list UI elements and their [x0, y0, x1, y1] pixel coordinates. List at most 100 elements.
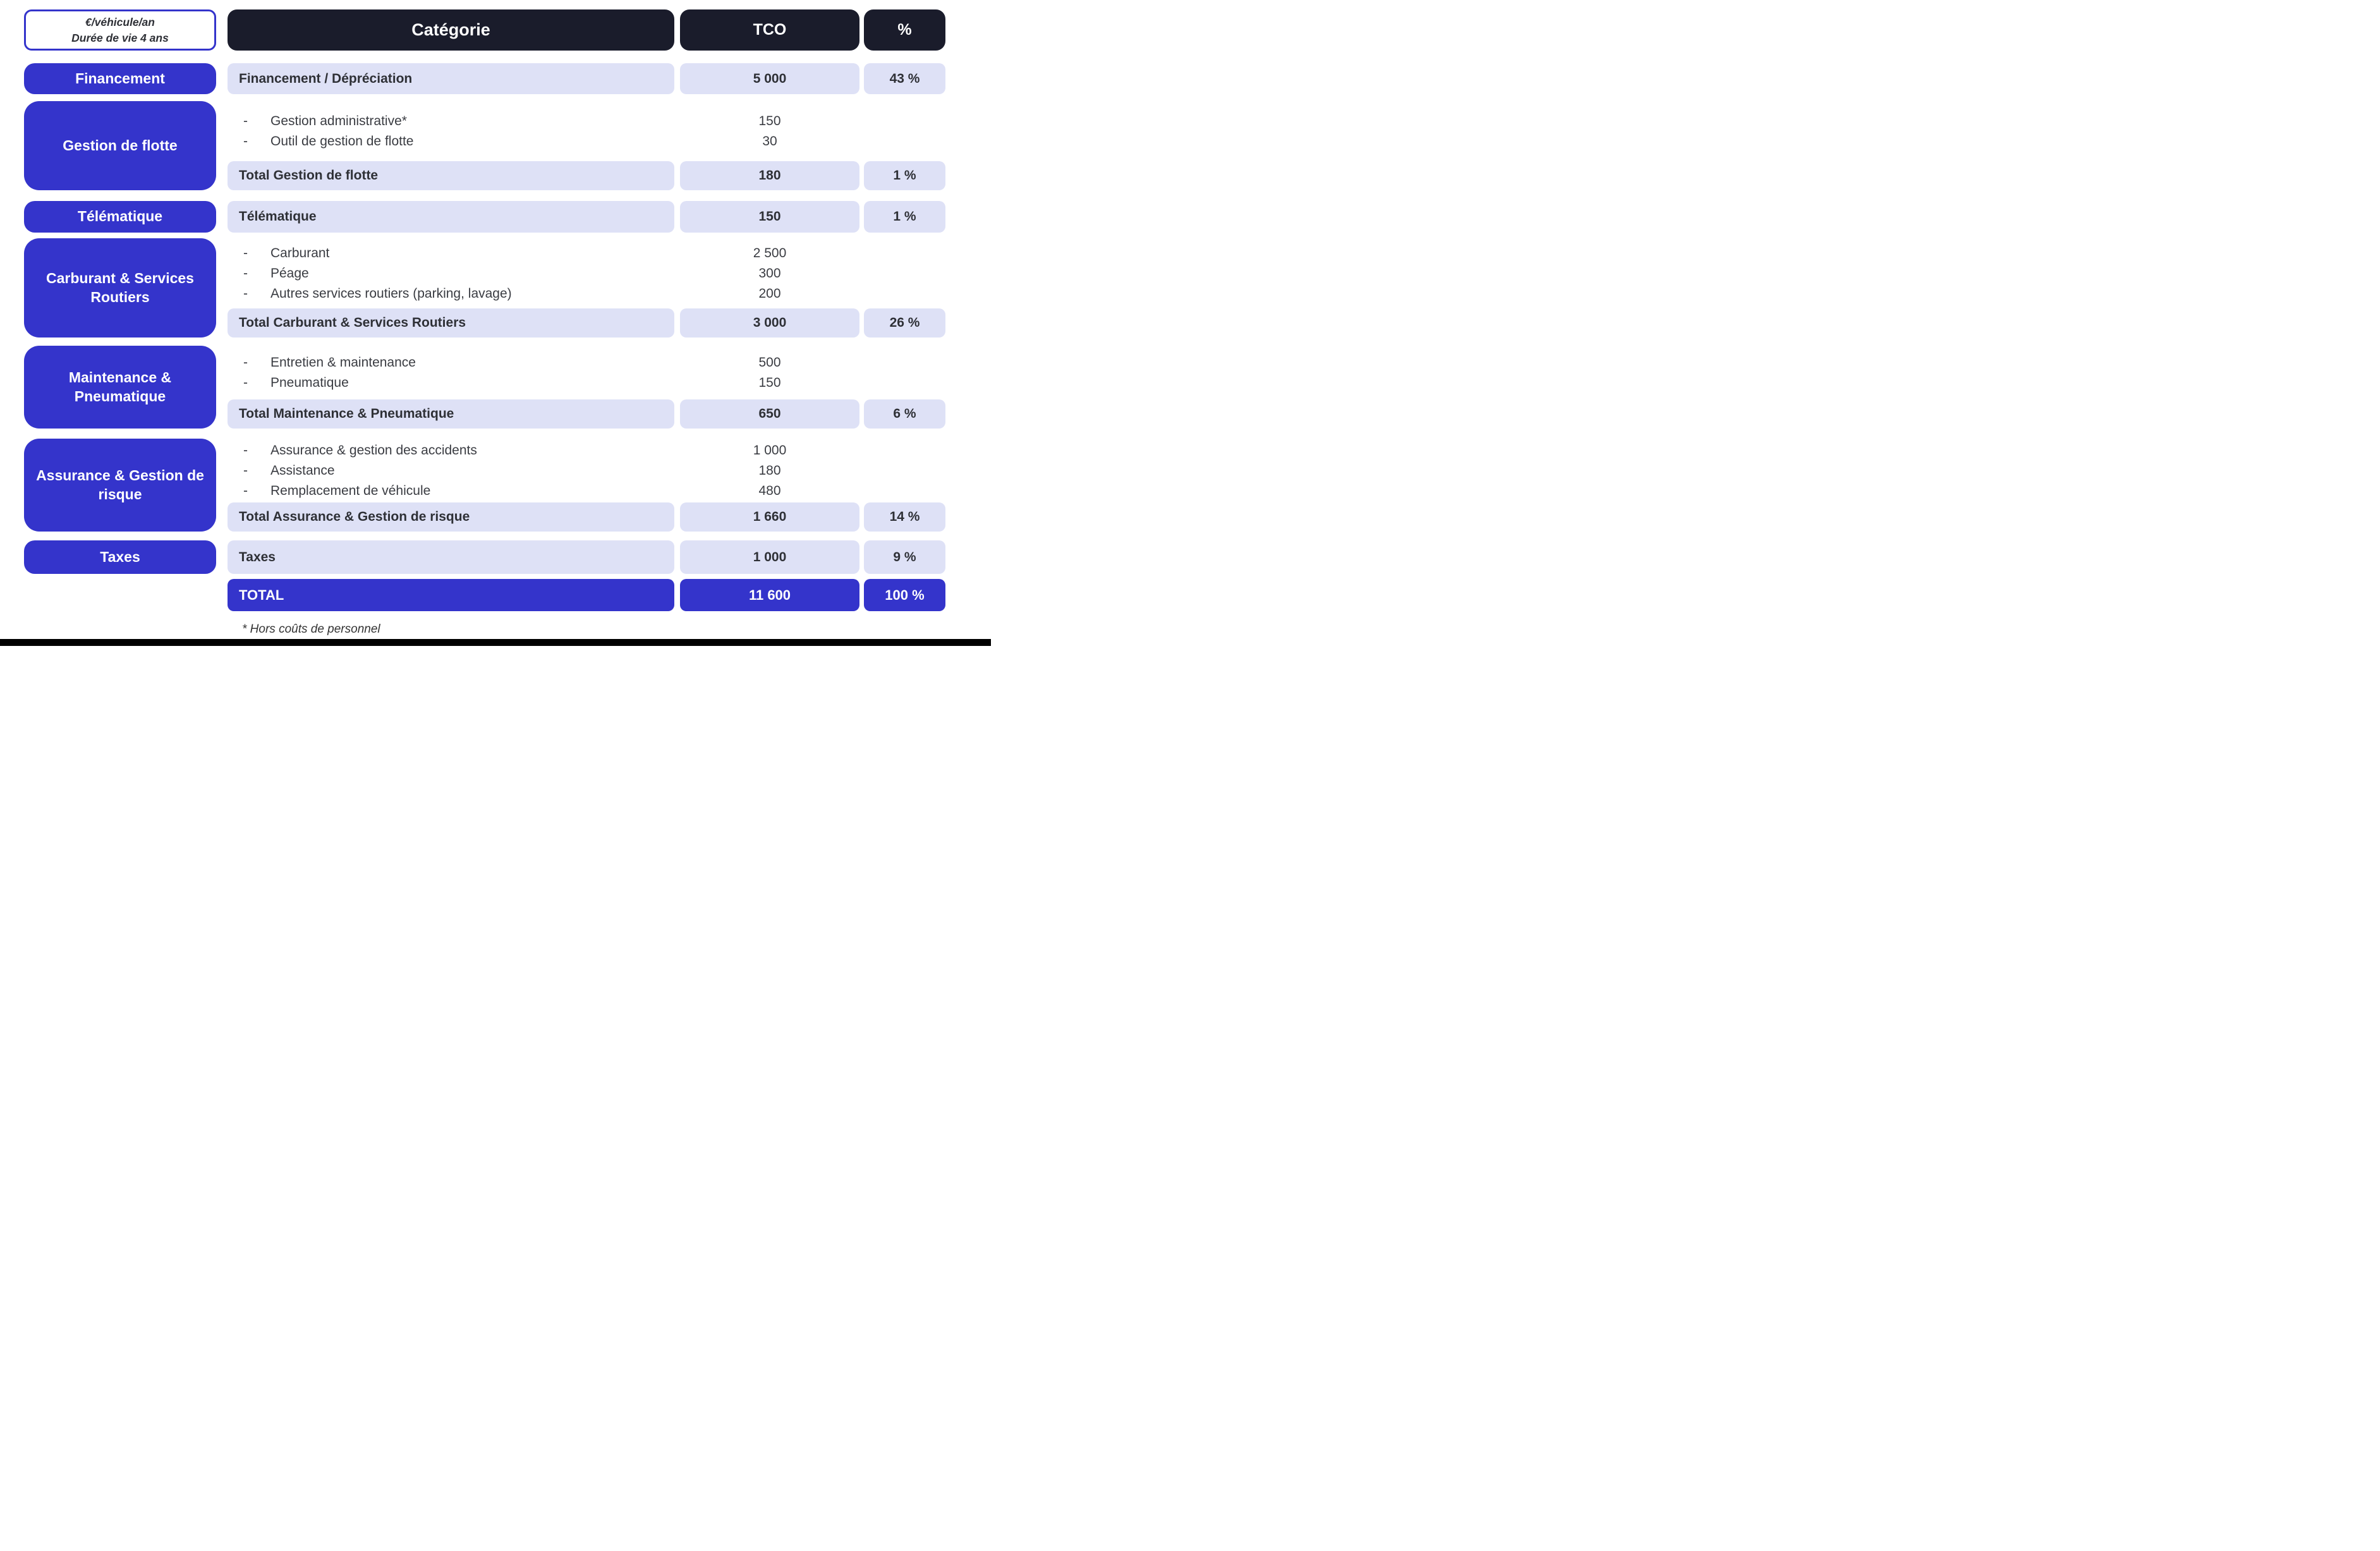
subitem-value: 150 — [758, 375, 781, 390]
subitem-value: 150 — [758, 113, 781, 128]
unit-box-line2: Durée de vie 4 ans — [71, 31, 169, 44]
subitem-row: - Remplacement de véhicule 480 — [228, 481, 991, 501]
total-row-percent: 9 % — [864, 540, 945, 574]
subitem-value: 2 500 — [753, 245, 787, 260]
subitem-label: - Péage — [228, 266, 674, 281]
subitem-rows: - Gestion administrative* 150 - Outil de ges… — [228, 101, 991, 161]
subitem-row: - Pneumatique 150 — [228, 373, 991, 393]
total-row-percent: 14 % — [864, 502, 945, 532]
subitem-value: 180 — [758, 463, 781, 478]
grand-total-percent: 100 % — [864, 579, 945, 611]
bullet-dash: - — [243, 483, 248, 498]
subitem-row: - Gestion administrative* 150 — [228, 111, 991, 131]
table-section: Assurance & Gestion de risque - Assurance… — [24, 439, 991, 532]
total-row-tco: 1 660 — [680, 502, 859, 532]
sidebar-pill: Taxes — [24, 540, 216, 574]
total-row-percent: 1 % — [864, 161, 945, 190]
bullet-dash: - — [243, 113, 248, 128]
table-section: Financement Financement / Dépréciation 5… — [24, 63, 991, 94]
total-row-label: Total Assurance & Gestion de risque — [228, 502, 674, 532]
total-row: Total Gestion de flotte 180 1 % — [228, 161, 991, 190]
total-row: Télématique 150 1 % — [228, 201, 991, 233]
bullet-dash: - — [243, 245, 248, 260]
header-category-cell: Catégorie — [228, 9, 674, 51]
subitem-value: 500 — [758, 355, 781, 370]
total-row-percent: 6 % — [864, 399, 945, 429]
subitem-text: Assistance — [270, 463, 335, 478]
subitem-text: Carburant — [270, 245, 330, 260]
subitem-row: - Assistance 180 — [228, 461, 991, 481]
subitem-text: Assurance & gestion des accidents — [270, 442, 477, 458]
total-row-label: Total Gestion de flotte — [228, 161, 674, 190]
sidebar-pill: Carburant & Services Routiers — [24, 238, 216, 338]
total-row-label: Total Carburant & Services Routiers — [228, 308, 674, 338]
total-row-percent: 26 % — [864, 308, 945, 338]
grand-total-row: TOTAL 11 600 100 % — [228, 579, 991, 611]
subitem-text: Péage — [270, 265, 309, 281]
total-row: Financement / Dépréciation 5 000 43 % — [228, 63, 991, 94]
subitem-value: 480 — [758, 483, 781, 498]
subitem-value: 300 — [758, 265, 781, 281]
sidebar-pill: Gestion de flotte — [24, 101, 216, 190]
subitem-label: - Remplacement de véhicule — [228, 484, 674, 499]
sidebar-pill: Financement — [24, 63, 216, 94]
header-tco-cell: TCO — [680, 9, 859, 51]
total-row-label: Total Maintenance & Pneumatique — [228, 399, 674, 429]
tco-slide: €/véhicule/an Durée de vie 4 ans Catégor… — [0, 0, 991, 646]
total-row: Total Maintenance & Pneumatique 650 6 % — [228, 399, 991, 429]
subitem-text: Gestion administrative* — [270, 113, 407, 128]
subitem-text: Remplacement de véhicule — [270, 483, 431, 498]
bullet-dash: - — [243, 286, 248, 301]
footnote: * Hors coûts de personnel — [242, 623, 380, 636]
subitem-row: - Péage 300 — [228, 264, 991, 284]
subitem-rows: - Entretien & maintenance 500 - Pneumatique 1… — [228, 346, 991, 399]
table-section: Carburant & Services Routiers - Carburant… — [24, 238, 991, 338]
bullet-dash: - — [243, 265, 248, 281]
bullet-dash: - — [243, 133, 248, 149]
table-body: Financement Financement / Dépréciation 5… — [24, 63, 991, 574]
table-section: Télématique Télématique 150 1 % — [24, 201, 991, 233]
total-row-percent: 43 % — [864, 63, 945, 94]
grand-total-label: TOTAL — [228, 579, 674, 611]
header-percent-cell: % — [864, 9, 945, 51]
total-row-label: Taxes — [228, 540, 674, 574]
total-row-percent: 1 % — [864, 201, 945, 233]
bottom-bar — [0, 639, 991, 646]
total-row: Total Assurance & Gestion de risque 1 66… — [228, 502, 991, 532]
table-section: Taxes Taxes 1 000 9 % — [24, 540, 991, 574]
subitem-row: - Outil de gestion de flotte 30 — [228, 131, 991, 152]
subitem-label: - Carburant — [228, 246, 674, 261]
sidebar-pill: Assurance & Gestion de risque — [24, 439, 216, 532]
subitem-value: 1 000 — [753, 442, 787, 458]
bullet-dash: - — [243, 442, 248, 458]
total-row-tco: 650 — [680, 399, 859, 429]
subitem-label: - Autres services routiers (parking, lava… — [228, 286, 674, 301]
total-row-tco: 5 000 — [680, 63, 859, 94]
table-section: Gestion de flotte - Gestion administrativ… — [24, 101, 991, 190]
bullet-dash: - — [243, 463, 248, 478]
bullet-dash: - — [243, 355, 248, 370]
total-row-tco: 3 000 — [680, 308, 859, 338]
bullet-dash: - — [243, 375, 248, 390]
subitem-label: - Assistance — [228, 463, 674, 478]
table-section: Maintenance & Pneumatique - Entretien & m… — [24, 346, 991, 429]
grand-total-tco: 11 600 — [680, 579, 859, 611]
unit-box-line1: €/véhicule/an — [85, 16, 155, 28]
subitem-row: - Autres services routiers (parking, lava… — [228, 284, 991, 304]
subitem-text: Entretien & maintenance — [270, 355, 416, 370]
sidebar-pill: Maintenance & Pneumatique — [24, 346, 216, 429]
total-row-tco: 180 — [680, 161, 859, 190]
subitem-value: 200 — [758, 286, 781, 301]
sidebar-pill: Télématique — [24, 201, 216, 233]
subitem-text: Outil de gestion de flotte — [270, 133, 414, 149]
subitem-label: - Gestion administrative* — [228, 114, 674, 129]
total-row-label: Télématique — [228, 201, 674, 233]
subitem-value: 30 — [762, 133, 777, 149]
total-row-tco: 150 — [680, 201, 859, 233]
subitem-label: - Assurance & gestion des accidents — [228, 443, 674, 458]
subitem-row: - Entretien & maintenance 500 — [228, 353, 991, 373]
total-row: Total Carburant & Services Routiers 3 00… — [228, 308, 991, 338]
subitem-rows: - Assurance & gestion des accidents 1 000 -… — [228, 439, 991, 502]
subitem-label: - Pneumatique — [228, 375, 674, 391]
total-row-label: Financement / Dépréciation — [228, 63, 674, 94]
